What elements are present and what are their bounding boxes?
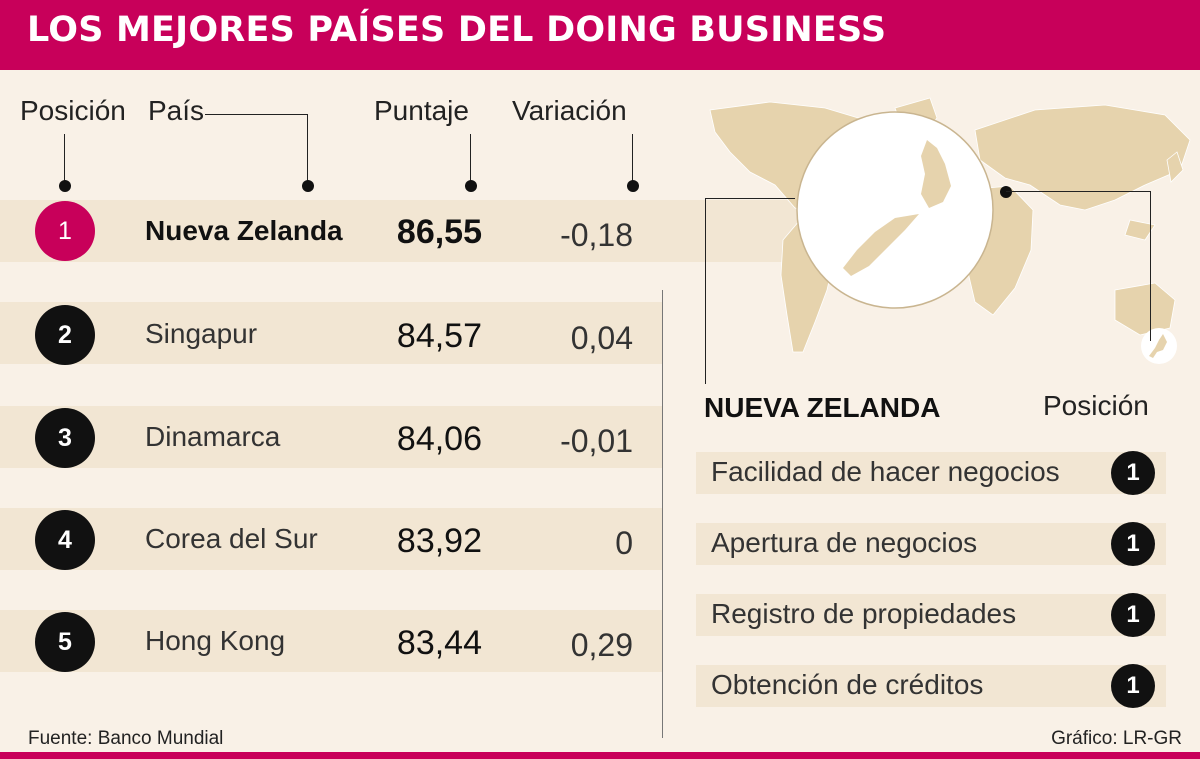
leader-line-country-h	[205, 114, 308, 115]
column-header-position: Posición	[20, 95, 126, 126]
row-band-4	[0, 508, 662, 570]
rank-badge: 1	[35, 201, 95, 261]
leader-line-score	[470, 134, 471, 184]
detail-position-header: Posición	[1043, 390, 1149, 421]
detail-rank-badge: 1	[1111, 522, 1155, 566]
leader-line-position	[64, 134, 65, 184]
leader-dot-score	[465, 180, 477, 192]
variation-value: -0,01	[560, 423, 633, 459]
detail-item-label: Obtención de créditos	[711, 669, 984, 700]
leader-dot-position	[59, 180, 71, 192]
detail-rank-badge: 1	[1111, 664, 1155, 708]
source-note: Fuente: Banco Mundial	[28, 728, 224, 749]
map-leader-left-h	[705, 198, 795, 199]
world-map-icon	[709, 97, 1191, 364]
score-value: 84,57	[396, 317, 482, 355]
rank-badge: 3	[35, 408, 95, 468]
detail-rank-badge: 1	[1111, 451, 1155, 495]
row-band-2	[0, 302, 662, 364]
row-band-5	[0, 610, 662, 672]
leader-line-country-v	[307, 114, 308, 184]
detail-row-band	[696, 665, 1166, 707]
detail-item-label: Facilidad de hacer negocios	[711, 456, 1060, 487]
variation-value: 0	[615, 525, 633, 561]
detail-row-band	[696, 523, 1166, 565]
detail-row-band	[696, 594, 1166, 636]
leader-dot-variation	[627, 180, 639, 192]
graphic-credit: Gráfico: LR-GR	[1051, 728, 1182, 749]
page-title: LOS MEJORES PAÍSES DEL DOING BUSINESS	[27, 10, 887, 50]
detail-rank-badge: 1	[1111, 593, 1155, 637]
rank-badge: 4	[35, 510, 95, 570]
score-value: 83,44	[396, 624, 482, 662]
column-header-variation: Variación	[512, 95, 627, 126]
column-divider	[662, 290, 663, 738]
map-leader-dot	[1000, 186, 1012, 198]
detail-item-label: Registro de propiedades	[711, 598, 1017, 629]
column-header-score: Puntaje	[374, 95, 469, 126]
score-value: 83,92	[396, 522, 482, 560]
variation-value: 0,29	[570, 627, 633, 663]
rank-badge: 5	[35, 612, 95, 672]
leader-dot-country	[302, 180, 314, 192]
map-leader-right-v	[1150, 191, 1151, 341]
country-name: Nueva Zelanda	[145, 215, 343, 246]
row-band-1	[0, 200, 800, 262]
row-band-3	[0, 406, 662, 468]
footer-bar	[0, 752, 1200, 759]
score-value: 84,06	[396, 420, 482, 458]
country-name: Hong Kong	[145, 625, 286, 656]
map-leader-left-v	[705, 198, 706, 384]
country-name: Corea del Sur	[145, 523, 318, 554]
detail-item-label: Apertura de negocios	[711, 527, 978, 558]
detail-country-title: NUEVA ZELANDA	[704, 392, 941, 423]
header-bar: LOS MEJORES PAÍSES DEL DOING BUSINESS	[0, 0, 1200, 70]
rank-badge: 2	[35, 305, 95, 365]
leader-line-variation	[632, 134, 633, 184]
column-header-country: País	[148, 95, 205, 126]
map-leader-right-h	[1006, 191, 1150, 192]
country-name: Dinamarca	[145, 421, 281, 452]
detail-row-band	[696, 452, 1166, 494]
country-name: Singapur	[145, 318, 258, 349]
variation-value: 0,04	[570, 320, 633, 356]
score-value: 86,55	[396, 213, 482, 251]
variation-value: -0,18	[560, 217, 633, 253]
